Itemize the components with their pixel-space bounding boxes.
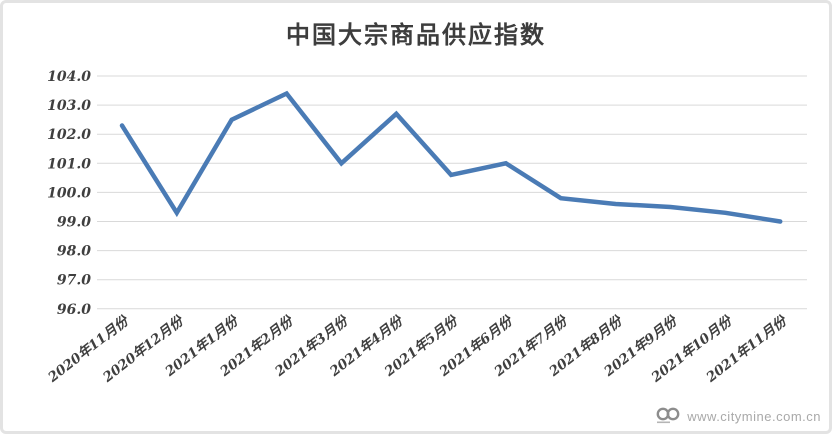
- y-axis-tick-label: 97.0: [57, 273, 91, 289]
- supply-index-line: [119, 90, 783, 224]
- y-axis-tick-label: 104.0: [47, 69, 91, 85]
- watermark-url: www.citymine.com.cn: [687, 408, 821, 424]
- y-axis-tick-label: 99.0: [57, 215, 91, 231]
- y-axis-tick-label: 98.0: [57, 244, 91, 260]
- y-axis-tick-label: 102.0: [47, 127, 91, 143]
- y-axis-tick-label: 101.0: [47, 156, 91, 172]
- citymine-logo-icon: [656, 407, 680, 424]
- watermark: www.citymine.com.cn: [655, 407, 821, 425]
- chart-title: 中国大宗商品供应指数: [286, 21, 546, 49]
- line-chart: 96.0 97.0 98.0 99.0 100.0 101.0 102.0 103.0 104.…: [44, 69, 807, 386]
- y-axis-tick-label: 103.0: [47, 98, 91, 114]
- y-axis-tick-label: 100.0: [47, 185, 91, 201]
- y-axis-tick-label: 96.0: [57, 302, 91, 318]
